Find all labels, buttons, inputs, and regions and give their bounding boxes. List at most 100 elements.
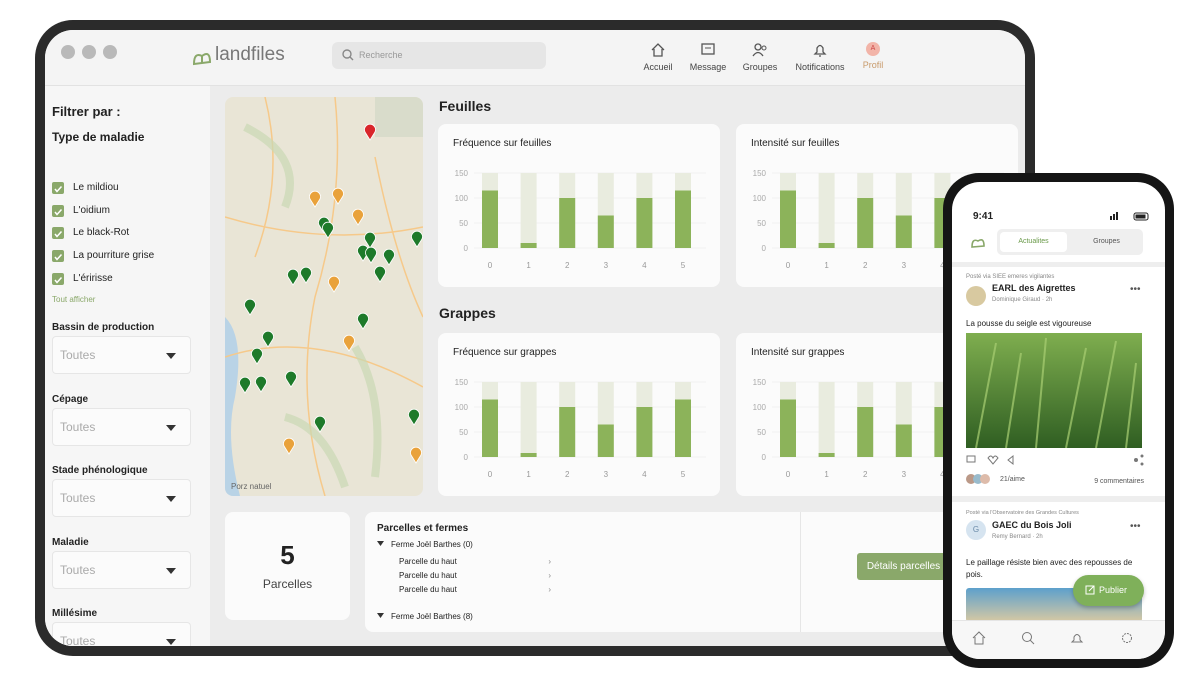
- divider: [800, 512, 801, 632]
- parcel-row[interactable]: Parcelle du haut ›: [399, 585, 551, 594]
- x-tick-label: 1: [824, 261, 829, 270]
- top-bar: landfiles Recherche Accueil Message Grou…: [45, 30, 1025, 86]
- filter-checkbox[interactable]: Le black-Rot: [52, 227, 202, 241]
- x-tick-label: 4: [642, 261, 647, 270]
- tab[interactable]: Groupes: [1093, 238, 1120, 245]
- post-comments[interactable]: 9 commentaires: [1094, 478, 1144, 485]
- publish-icon: [1085, 585, 1095, 595]
- nav-label: Notifications: [795, 62, 845, 72]
- map-pin[interactable]: [383, 248, 395, 266]
- bottom-nav-icons[interactable]: [972, 631, 1147, 645]
- map: Porz natuel: [225, 97, 423, 496]
- bar: [597, 215, 614, 248]
- parcel-chevron: ›: [548, 557, 551, 566]
- map-pin[interactable]: [352, 208, 364, 226]
- map-pin[interactable]: [244, 298, 256, 316]
- map-pin[interactable]: [343, 334, 355, 352]
- x-tick-label: 3: [604, 261, 609, 270]
- map-pin[interactable]: [285, 370, 297, 388]
- checkbox: [52, 272, 64, 285]
- filter-dropdown[interactable]: Toutes: [52, 336, 191, 374]
- farm-row[interactable]: Ferme Joël Barthes (8): [377, 612, 473, 621]
- bar: [895, 215, 912, 248]
- map-pin[interactable]: [314, 415, 326, 433]
- details-button[interactable]: Détails parcelles: [857, 553, 950, 580]
- bar-track: [520, 382, 537, 457]
- plots-title: Parcelles et fermes: [377, 523, 469, 534]
- nav-item[interactable]: A Profil: [838, 42, 908, 70]
- filter-dropdown[interactable]: Toutes: [52, 622, 191, 646]
- search-icon: [342, 49, 354, 61]
- tab-active[interactable]: Actualites: [1000, 232, 1067, 252]
- nav-item[interactable]: Notifications: [785, 42, 855, 72]
- map-pin[interactable]: [262, 330, 274, 348]
- y-tick-label: 0: [762, 453, 767, 462]
- bar-track: [520, 173, 537, 248]
- map-pin[interactable]: [322, 221, 334, 239]
- map-background: [225, 97, 423, 496]
- y-tick-label: 0: [464, 244, 469, 253]
- bar: [857, 198, 874, 248]
- status-time: 9:41: [973, 211, 994, 222]
- checkbox: [52, 204, 64, 217]
- filter-section-title: Type de maladie: [52, 130, 145, 144]
- nav-item[interactable]: Accueil: [623, 42, 693, 72]
- bar: [597, 424, 614, 457]
- checkbox-label: L'éririsse: [73, 272, 113, 284]
- filter-checkbox[interactable]: Le mildiou: [52, 182, 202, 196]
- nav-item[interactable]: Groupes: [725, 42, 795, 72]
- window-dot: [82, 45, 96, 59]
- filter-label: Bassin de production: [52, 322, 155, 333]
- show-all-link[interactable]: Tout afficher: [52, 295, 96, 304]
- map-pin[interactable]: [328, 275, 340, 293]
- publish-button[interactable]: Publier: [1073, 575, 1144, 606]
- post-actions[interactable]: [966, 454, 1146, 466]
- search-box[interactable]: Recherche: [332, 42, 546, 69]
- filter-label: Stade phénologique: [52, 465, 148, 476]
- nav-label: Groupes: [742, 62, 778, 72]
- map-pin[interactable]: [374, 265, 386, 283]
- filter-dropdown[interactable]: Toutes: [52, 479, 191, 517]
- filter-checkbox[interactable]: L'éririsse: [52, 272, 202, 287]
- x-tick-label: 1: [526, 261, 531, 270]
- map-pin[interactable]: [411, 230, 423, 248]
- map-pin[interactable]: [410, 446, 422, 464]
- bar: [636, 407, 653, 457]
- x-tick-label: 2: [565, 470, 570, 479]
- filter-dropdown[interactable]: Toutes: [52, 407, 191, 446]
- filter-dropdown[interactable]: Toutes: [52, 550, 191, 589]
- parcel-row[interactable]: Parcelle du haut ›: [399, 571, 551, 580]
- post-author: Remy Bernard: [992, 534, 1031, 540]
- map-pin[interactable]: [300, 266, 312, 284]
- check-mark: [54, 231, 63, 239]
- bar: [520, 453, 537, 457]
- map-pin[interactable]: [364, 123, 376, 141]
- map-pin[interactable]: [283, 437, 295, 455]
- map-pin[interactable]: [357, 312, 369, 330]
- filter-checkbox[interactable]: L'oidium: [52, 204, 202, 219]
- parcel-row[interactable]: Parcelle du haut ›: [399, 557, 551, 566]
- map-pin[interactable]: [287, 268, 299, 286]
- map-pin[interactable]: [365, 246, 377, 264]
- map-pin[interactable]: [251, 347, 263, 365]
- map-pin[interactable]: [309, 190, 321, 208]
- y-tick-label: 100: [753, 194, 767, 203]
- map-pin[interactable]: [332, 187, 344, 205]
- map-pin[interactable]: [364, 231, 376, 249]
- post-time: 2h: [1036, 534, 1043, 540]
- post-menu[interactable]: •••: [1130, 284, 1141, 295]
- status-icons: [1110, 212, 1149, 221]
- dropdown-value: Toutes: [60, 419, 96, 434]
- map-pin[interactable]: [255, 375, 267, 393]
- map-pin[interactable]: [239, 376, 251, 394]
- x-tick-label: 2: [863, 470, 868, 479]
- nav-item[interactable]: Message: [673, 42, 743, 72]
- x-tick-label: 0: [786, 470, 791, 479]
- filter-checkbox[interactable]: La pourriture grise: [52, 250, 202, 264]
- post-menu[interactable]: •••: [1130, 521, 1141, 532]
- reaction-avatars: [966, 474, 996, 484]
- checkbox: [52, 182, 64, 194]
- bar: [520, 243, 537, 248]
- map-pin[interactable]: [408, 408, 420, 426]
- farm-row[interactable]: Ferme Joël Barthes (0): [377, 540, 473, 549]
